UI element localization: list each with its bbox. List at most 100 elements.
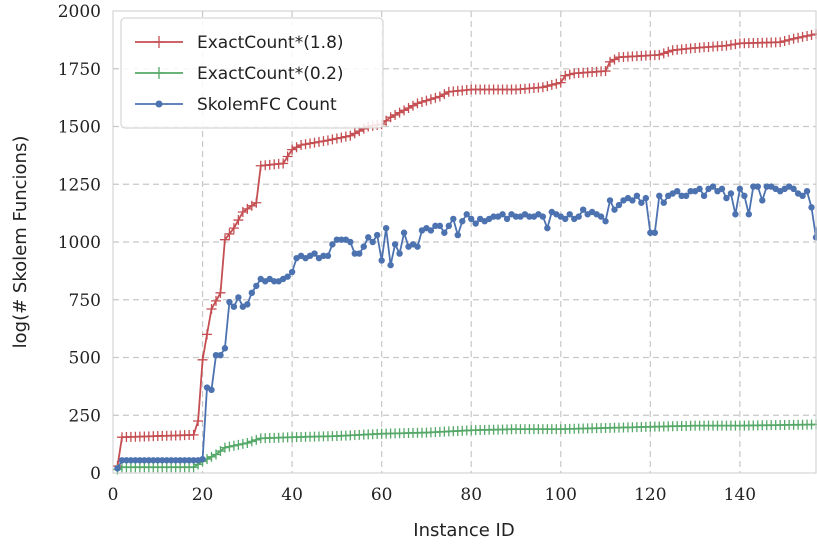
data-point (185, 457, 193, 464)
data-point (340, 131, 351, 142)
data-point (503, 215, 511, 223)
legend-items: ExactCount*(1.8) ExactCount*(0.2) SkolemFC… (135, 33, 344, 115)
data-point (270, 278, 278, 285)
data-point (459, 218, 466, 225)
data-point (190, 457, 197, 464)
y-tick-label: 1000 (58, 233, 101, 253)
y-tick-label: 1750 (58, 60, 101, 80)
data-point (391, 241, 399, 248)
data-point (224, 441, 235, 452)
data-point (291, 142, 302, 153)
data-point (745, 211, 753, 218)
data-point (336, 132, 347, 143)
data-point (605, 56, 616, 67)
data-point (434, 91, 445, 102)
data-point (633, 192, 641, 199)
data-point (202, 329, 213, 340)
data-point (360, 243, 367, 250)
data-point (154, 457, 161, 464)
data-point (282, 151, 293, 162)
data-point (439, 89, 450, 100)
data-point (394, 107, 405, 118)
data-point (682, 192, 690, 199)
data-point (288, 268, 296, 276)
data-point (311, 250, 318, 257)
data-point (251, 197, 262, 208)
series-ExactCount*(1.8) (112, 29, 817, 472)
data-point (803, 187, 811, 195)
data-point (331, 133, 342, 144)
data-point (696, 185, 703, 193)
data-point (215, 287, 226, 298)
data-point (327, 134, 338, 145)
data-point (206, 451, 217, 462)
data-point (378, 257, 385, 264)
data-point (145, 457, 153, 464)
legend-box (120, 17, 384, 129)
data-point (237, 438, 248, 449)
plot-frame (112, 10, 817, 474)
data-point (233, 439, 244, 450)
data-point (226, 298, 233, 306)
data-point (338, 236, 345, 243)
data-point (784, 34, 795, 45)
x-tick-label: 80 (460, 485, 482, 505)
data-point (537, 82, 548, 93)
legend-label: SkolemFC Count (197, 95, 337, 115)
data-point (347, 238, 354, 246)
data-point (176, 457, 184, 464)
data-point (806, 30, 817, 41)
x-tick-label: 100 (545, 485, 577, 505)
data-point (193, 416, 204, 427)
data-point (730, 39, 741, 50)
data-point (197, 354, 208, 365)
data-point (313, 136, 324, 147)
data-point (615, 201, 623, 209)
data-point (206, 303, 217, 314)
data-point (132, 457, 139, 464)
data-point (687, 187, 694, 195)
data-point (253, 282, 260, 290)
data-point (566, 211, 573, 218)
data-point (445, 222, 453, 230)
y-tick-label: 1500 (58, 118, 101, 138)
data-point (284, 273, 291, 280)
data-point (217, 351, 224, 359)
data-point (141, 457, 148, 464)
data-point (228, 223, 239, 234)
data-point (228, 440, 239, 451)
y-tick-label: 2000 (58, 2, 101, 22)
data-point (551, 78, 562, 89)
data-point (403, 103, 414, 114)
data-point (396, 250, 403, 257)
data-point (736, 185, 744, 193)
data-point (233, 215, 244, 226)
data-point (421, 95, 432, 106)
data-point (663, 46, 674, 57)
data-point (210, 295, 221, 306)
data-point (114, 465, 121, 472)
y-tick-label: 0 (90, 464, 101, 484)
data-point (579, 206, 587, 213)
data-point (230, 303, 238, 310)
data-point (278, 158, 289, 169)
x-tick-label: 20 (192, 485, 214, 505)
data-point (600, 66, 611, 77)
legend-marker (153, 67, 165, 79)
data-point (642, 194, 650, 202)
data-point (754, 183, 761, 190)
data-point (609, 54, 620, 65)
data-point (118, 457, 126, 464)
data-point (526, 213, 533, 220)
data-point (441, 229, 448, 236)
data-point (562, 215, 569, 223)
data-point (651, 229, 659, 236)
data-point (168, 457, 175, 464)
data-point (788, 33, 799, 44)
data-point (349, 128, 360, 139)
y-tick-label: 250 (69, 406, 101, 426)
data-point (235, 294, 242, 301)
data-point (248, 289, 256, 297)
data-point (741, 192, 748, 199)
data-point (296, 139, 307, 150)
